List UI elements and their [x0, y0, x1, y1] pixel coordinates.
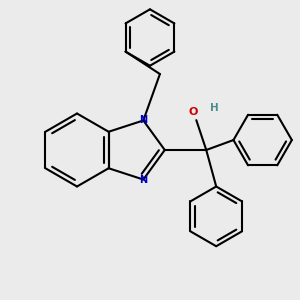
- Text: O: O: [188, 107, 198, 117]
- Text: H: H: [210, 103, 219, 112]
- Text: N: N: [139, 116, 147, 125]
- Text: N: N: [139, 175, 147, 184]
